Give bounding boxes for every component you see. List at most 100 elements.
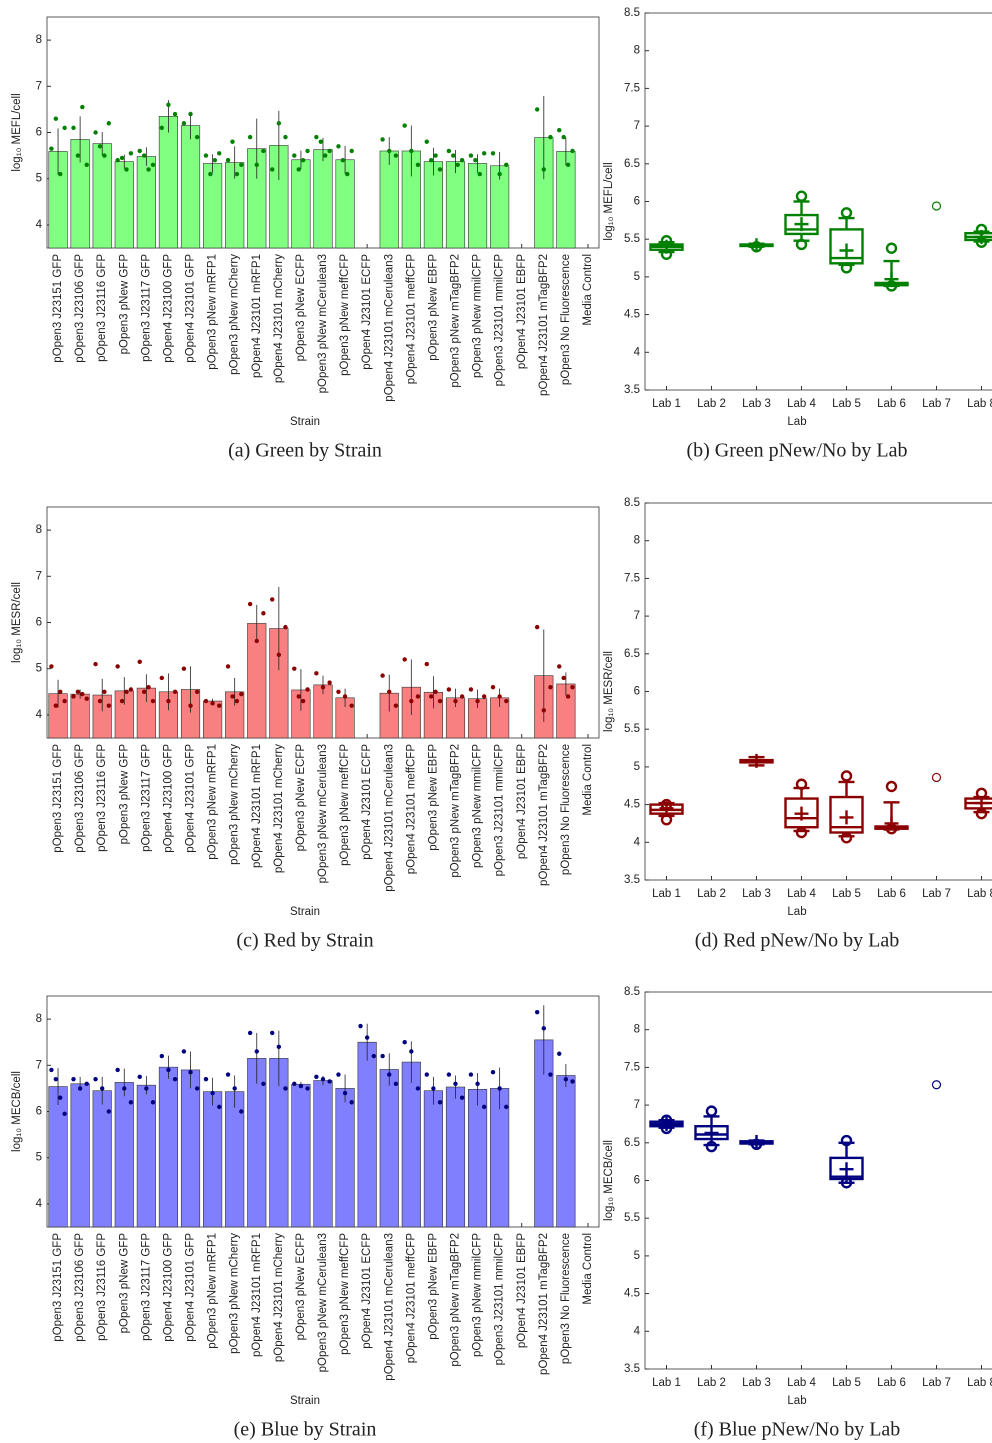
data-point (497, 171, 502, 177)
data-point (504, 162, 509, 168)
data-point (393, 703, 399, 708)
data-point (415, 1086, 421, 1091)
data-point (557, 664, 562, 669)
data-point (342, 694, 348, 699)
x-tick-label: pOpen3 No Fluorescence (560, 1233, 572, 1364)
x-tick-label: Lab 3 (742, 1377, 771, 1389)
x-tick-label: pOpen3 pNew GFP (118, 254, 130, 355)
x-tick-label: pOpen3 J23151 GFP (52, 254, 64, 363)
caption: (d) Red pNew/No by Lab (695, 930, 899, 952)
plot-frame (644, 12, 992, 391)
data-point (504, 698, 509, 704)
data-point (159, 125, 165, 131)
data-point (468, 1072, 474, 1077)
y-tick-label: 8 (36, 1013, 42, 1025)
x-tick-label: pOpen3 pNew mmilCFP (472, 744, 484, 868)
data-point (150, 698, 156, 704)
y-tick-label: 6 (36, 1106, 42, 1118)
bar (490, 1088, 510, 1228)
x-tick-label: Lab 8 (967, 398, 992, 410)
data-point (453, 1081, 458, 1086)
y-tick-label: 3.5 (624, 874, 640, 886)
data-point (446, 687, 452, 692)
data-point (371, 1053, 376, 1059)
outlier (885, 242, 898, 254)
outlier (660, 1122, 673, 1135)
y-tick-label: 8 (634, 535, 640, 547)
data-point (451, 153, 456, 158)
data-point (497, 694, 502, 699)
data-point (84, 162, 89, 168)
data-point (428, 694, 434, 699)
bar (136, 1084, 156, 1228)
data-point (314, 671, 319, 676)
data-point (565, 694, 571, 699)
data-point (141, 153, 147, 158)
x-tick-label: Media Control (582, 1233, 594, 1305)
data-point (71, 694, 76, 699)
x-tick-label: pOpen4 J23101 GFP (185, 744, 197, 853)
x-tick-label: Lab 8 (967, 1377, 992, 1389)
data-point (305, 687, 310, 692)
data-point (261, 148, 266, 154)
data-point (446, 148, 452, 154)
y-tick-label: 3.5 (624, 1363, 640, 1375)
data-point (320, 1076, 326, 1082)
data-point (336, 689, 341, 694)
data-point (534, 624, 540, 630)
outlier (750, 241, 763, 253)
data-point (181, 1049, 187, 1054)
data-point (393, 1081, 399, 1086)
data-point (93, 130, 98, 135)
y-tick-label: 5.5 (624, 723, 640, 735)
outlier (750, 1138, 763, 1151)
bar (70, 1083, 90, 1228)
y-axis-label: log₁₀ MECB/cell (11, 1071, 23, 1152)
x-tick-label: pOpen3 J23101 mmilCFP (494, 254, 506, 387)
x-tick-label: pOpen4 J23101 ECFP (361, 744, 373, 860)
data-point (137, 1074, 142, 1080)
data-point (53, 1076, 59, 1082)
x-tick-label: pOpen4 J23101 mCherry (273, 744, 285, 873)
data-point (561, 675, 566, 681)
data-point (557, 127, 562, 133)
data-point (300, 158, 306, 163)
outlier (840, 1177, 853, 1189)
x-tick-label: pOpen3 pNew EBFP (427, 254, 439, 361)
data-point (232, 1086, 237, 1091)
x-tick-label: pOpen4 J23101 mCerulean3 (383, 1233, 395, 1381)
data-point (234, 171, 240, 177)
data-point (188, 1070, 193, 1075)
data-point (84, 696, 89, 701)
y-tick-label: 6.5 (624, 158, 640, 170)
data-point (210, 701, 215, 706)
data-point (314, 134, 319, 140)
data-point (124, 689, 129, 694)
x-tick-label: pOpen4 J23101 mCerulean3 (383, 744, 395, 892)
x-tick-label: pOpen3 pNew GFP (118, 744, 130, 845)
y-tick-label: 7.5 (624, 572, 640, 584)
data-point (358, 1023, 363, 1029)
data-point (75, 689, 81, 694)
data-point (563, 1076, 569, 1082)
data-point (349, 1100, 354, 1105)
x-tick-label: pOpen4 J23101 EBFP (516, 1233, 528, 1348)
x-tick-label: pOpen3 J23106 GFP (74, 254, 86, 363)
data-point (239, 162, 244, 168)
x-tick-label: pOpen4 J23101 mCherry (273, 254, 285, 383)
data-point (387, 148, 392, 154)
outlier (840, 262, 853, 274)
outlier (931, 201, 942, 211)
x-tick-label: Lab 2 (697, 1377, 726, 1389)
data-point (53, 116, 59, 121)
x-tick-label: Lab 2 (697, 398, 726, 410)
data-point (172, 689, 178, 694)
outlier (975, 807, 988, 820)
y-tick-label: 4.5 (624, 1288, 640, 1300)
data-point (475, 698, 480, 704)
data-point (247, 1030, 253, 1036)
y-tick-label: 6.5 (624, 1137, 640, 1149)
data-point (203, 153, 209, 158)
caption: (c) Red by Strain (236, 930, 373, 952)
data-point (172, 111, 178, 117)
